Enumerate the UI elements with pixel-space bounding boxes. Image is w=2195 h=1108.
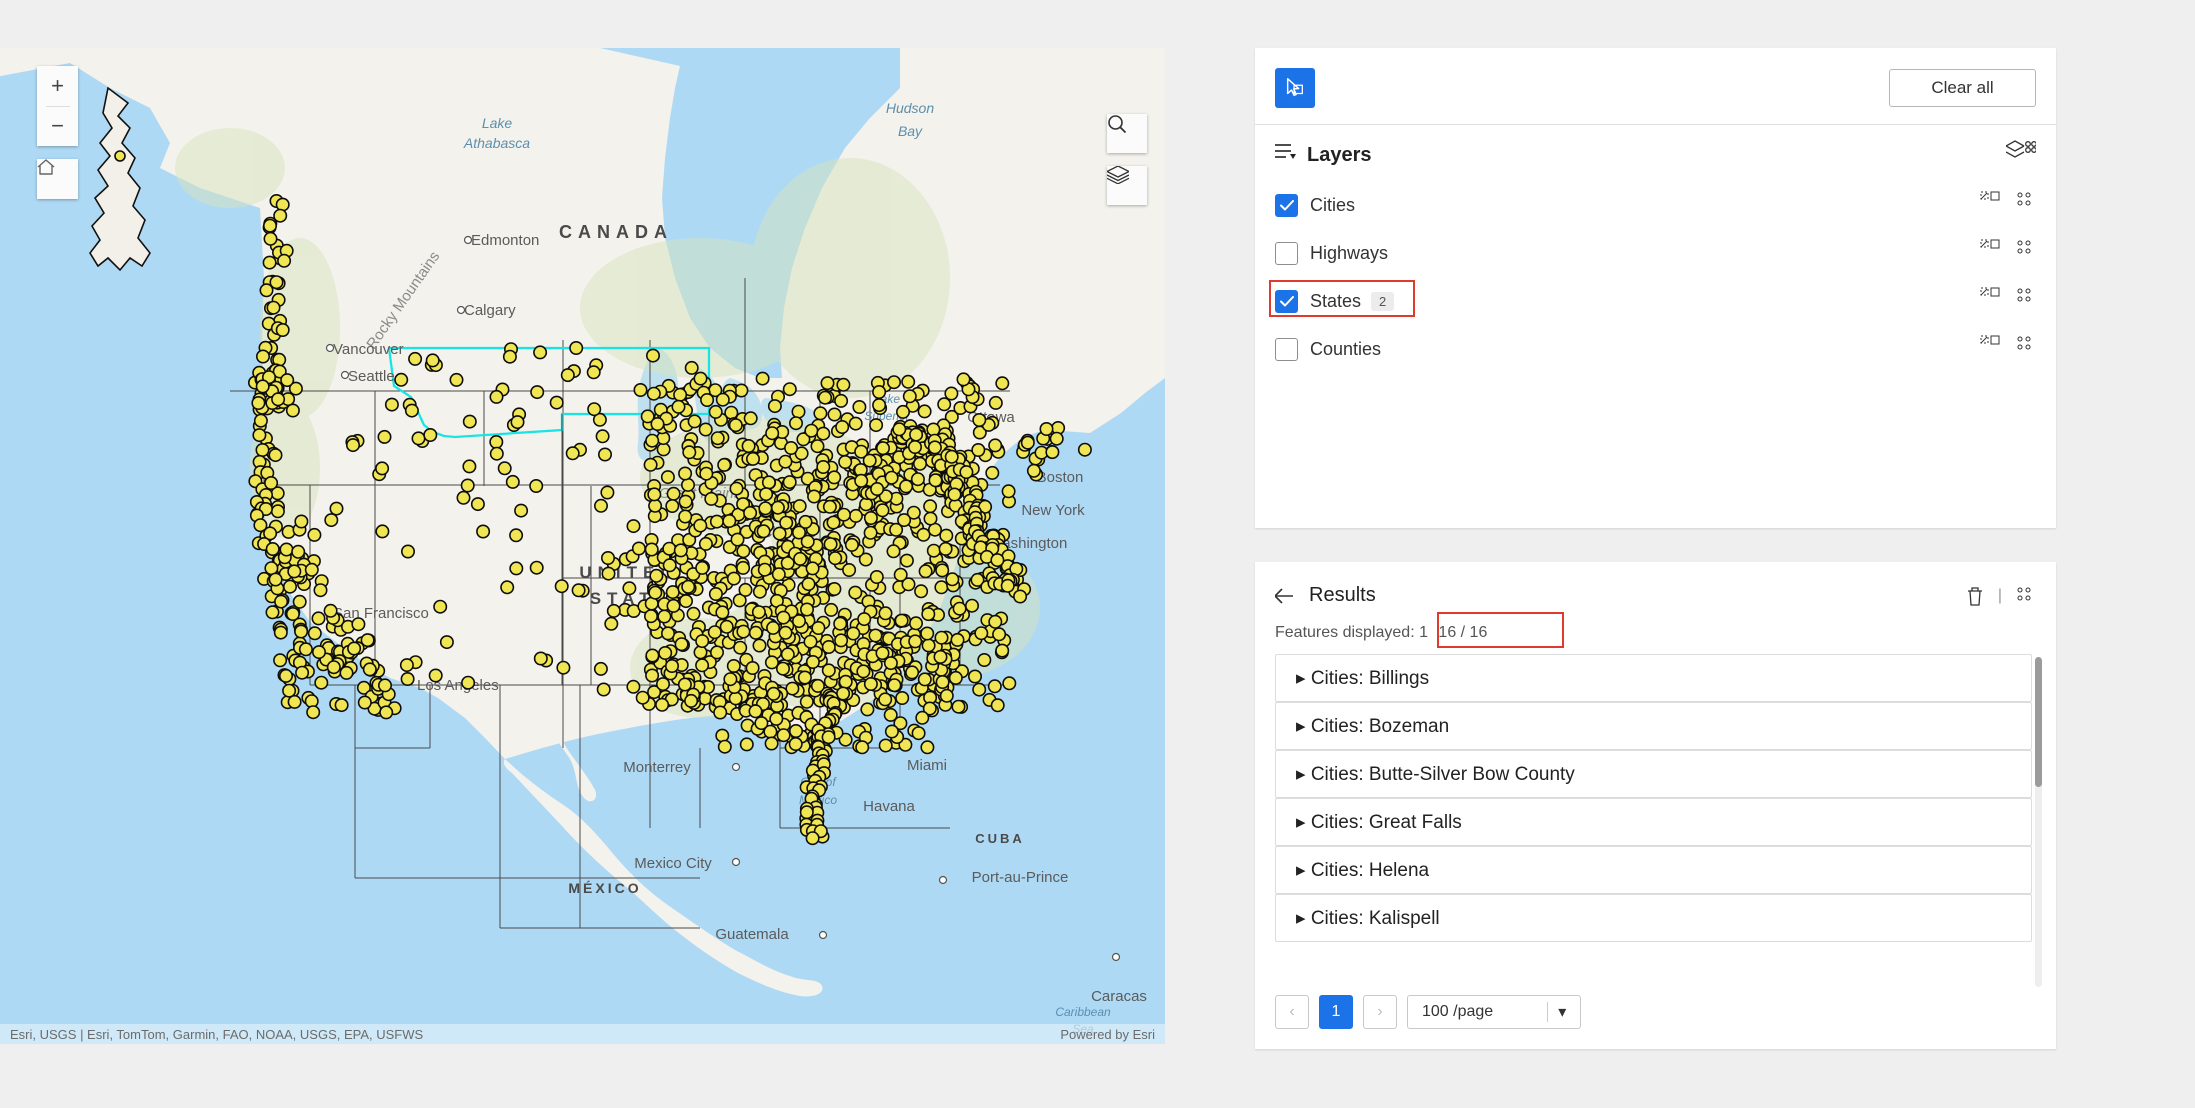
svg-text:Bay: Bay [898, 123, 923, 139]
svg-text:New York: New York [1021, 502, 1085, 519]
svg-text:Port-au-Prince: Port-au-Prince [972, 869, 1069, 886]
svg-text:Havana: Havana [863, 798, 915, 815]
svg-text:Calgary: Calgary [464, 302, 516, 319]
svg-text:Edmonton: Edmonton [471, 232, 539, 249]
svg-text:San Francisco: San Francisco [333, 605, 429, 622]
svg-text:CANADA: CANADA [559, 222, 673, 242]
svg-text:Miami: Miami [907, 757, 947, 774]
svg-text:Boston: Boston [1037, 469, 1084, 486]
svg-text:CUBA: CUBA [975, 831, 1025, 846]
svg-text:Lake: Lake [482, 115, 513, 131]
svg-text:Los Angeles: Los Angeles [417, 677, 499, 694]
svg-text:Vancouver: Vancouver [333, 341, 404, 358]
svg-text:Athabasca: Athabasca [463, 135, 530, 151]
svg-text:Caracas: Caracas [1091, 988, 1147, 1005]
svg-text:Caribbean: Caribbean [1055, 1005, 1111, 1019]
svg-text:Mexico City: Mexico City [634, 855, 712, 872]
svg-text:Monterrey: Monterrey [623, 759, 691, 776]
svg-text:MÉXICO: MÉXICO [568, 880, 641, 896]
svg-text:Guatemala: Guatemala [715, 926, 789, 943]
svg-text:Hudson: Hudson [886, 100, 934, 116]
svg-text:Seattle: Seattle [348, 368, 395, 385]
